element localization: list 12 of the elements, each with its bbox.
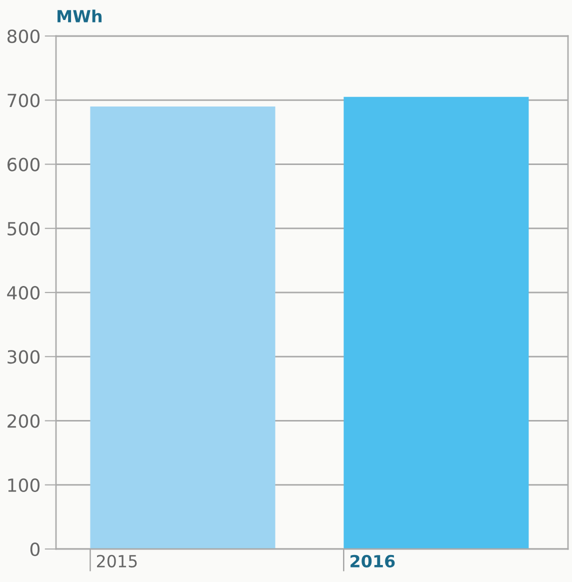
y-tick-label: 100 (8, 478, 40, 492)
x-tick-label: 2015 (96, 554, 137, 568)
y-axis-title: MWh (58, 10, 102, 22)
y-tick-label: 800 (7, 29, 40, 44)
y-tick-label: 400 (7, 286, 40, 300)
y-tick-label: 300 (8, 350, 40, 364)
y-tick-label: 200 (8, 414, 40, 428)
y-tick-label: 700 (8, 94, 40, 108)
y-tick-label: 500 (8, 222, 40, 236)
y-tick-label: 600 (8, 158, 40, 172)
x-tick-label: 2016 (350, 554, 395, 568)
y-tick-label: 0 (30, 542, 40, 556)
